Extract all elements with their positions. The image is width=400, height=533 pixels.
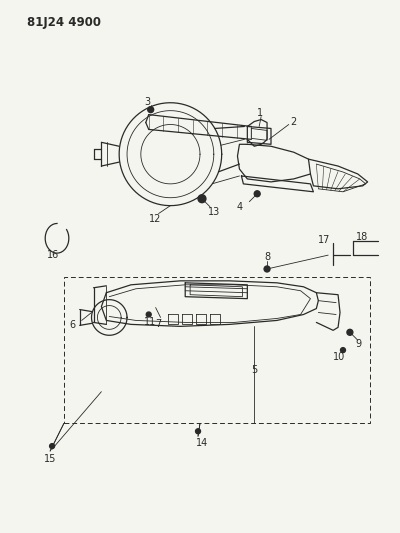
Text: 2: 2 [291, 117, 297, 126]
Circle shape [50, 443, 54, 449]
Text: 12: 12 [149, 214, 161, 223]
Text: 3: 3 [145, 96, 151, 107]
Circle shape [264, 266, 270, 272]
Circle shape [254, 191, 260, 197]
Circle shape [146, 312, 151, 317]
Text: 9: 9 [356, 339, 362, 349]
Text: 5: 5 [251, 365, 258, 375]
Text: 17: 17 [318, 235, 331, 245]
Text: 81J24 4900: 81J24 4900 [28, 15, 102, 29]
Text: 18: 18 [356, 232, 368, 243]
Circle shape [148, 107, 154, 112]
Text: 16: 16 [47, 250, 60, 260]
Text: 6: 6 [70, 320, 76, 330]
Circle shape [347, 329, 353, 335]
Text: 11: 11 [144, 318, 156, 327]
Text: 7: 7 [156, 319, 162, 329]
Bar [64, 277, 370, 423]
Text: 14: 14 [196, 438, 208, 448]
Circle shape [198, 195, 206, 203]
Circle shape [340, 348, 346, 353]
Circle shape [196, 429, 200, 434]
Text: 13: 13 [208, 207, 220, 216]
Text: 10: 10 [333, 352, 345, 362]
Text: 4: 4 [236, 201, 243, 212]
Text: 15: 15 [44, 454, 56, 464]
Text: 8: 8 [264, 252, 270, 262]
Text: 1: 1 [257, 108, 263, 118]
